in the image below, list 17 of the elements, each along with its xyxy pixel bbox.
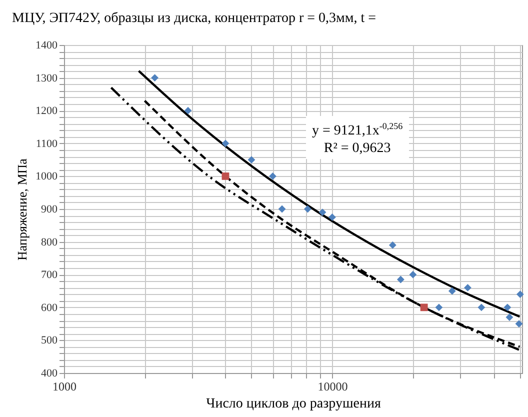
y-axis-title: Напряжение, МПа bbox=[14, 158, 30, 260]
y-tick-label: 1300 bbox=[36, 72, 58, 84]
y-tick-label: 600 bbox=[41, 302, 58, 314]
x-axis-title: Число циклов до разрушения bbox=[206, 396, 382, 412]
y-tick-label: 900 bbox=[41, 204, 58, 216]
y-tick-label: 1100 bbox=[36, 138, 58, 150]
annotation: R² = 0,9623 bbox=[322, 140, 392, 157]
y-tick-label: 700 bbox=[41, 269, 58, 282]
x-tick-label: 10000 bbox=[318, 380, 348, 394]
annotation: y = 9121,1x$^{-0,256}$ bbox=[312, 120, 403, 140]
y-tick-label: 1200 bbox=[36, 105, 58, 118]
y-tick-label: 800 bbox=[41, 236, 58, 248]
y-tick-label: 500 bbox=[41, 334, 58, 347]
y-tick-label: 1400 bbox=[36, 40, 58, 52]
y-tick-label: 400 bbox=[41, 368, 58, 380]
y-tick-label: 1000 bbox=[36, 170, 58, 183]
chart-title: МЦУ, ЭП742У, образцы из диска, концентратор r = 0,3мм, t = bbox=[12, 11, 376, 26]
